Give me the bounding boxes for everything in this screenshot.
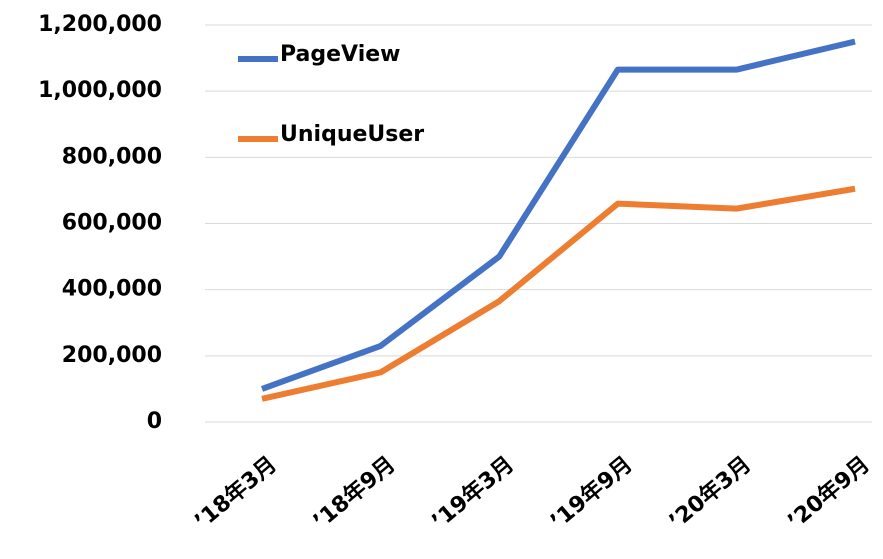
x-tick-label: ’20年3月 (664, 451, 756, 534)
legend-label: PageView (280, 42, 400, 67)
x-tick-label: ’18年3月 (190, 451, 282, 534)
x-tick-label: ’19年3月 (427, 451, 519, 534)
y-tick-label: 0 (147, 409, 162, 434)
y-tick-label: 600,000 (62, 211, 162, 236)
y-tick-label: 1,000,000 (38, 78, 162, 103)
y-tick-label: 200,000 (62, 343, 162, 368)
y-tick-label: 400,000 (62, 277, 162, 302)
x-tick-label: ’19年9月 (546, 451, 638, 534)
x-tick-label: ’18年9月 (308, 451, 400, 534)
series-line (261, 185, 856, 402)
y-tick-label: 800,000 (62, 144, 162, 169)
y-tick-label: 1,200,000 (38, 12, 162, 37)
x-tick-label: ’20年9月 (783, 451, 875, 534)
series-line (260, 38, 856, 392)
legend-label: UniqueUser (280, 122, 424, 147)
